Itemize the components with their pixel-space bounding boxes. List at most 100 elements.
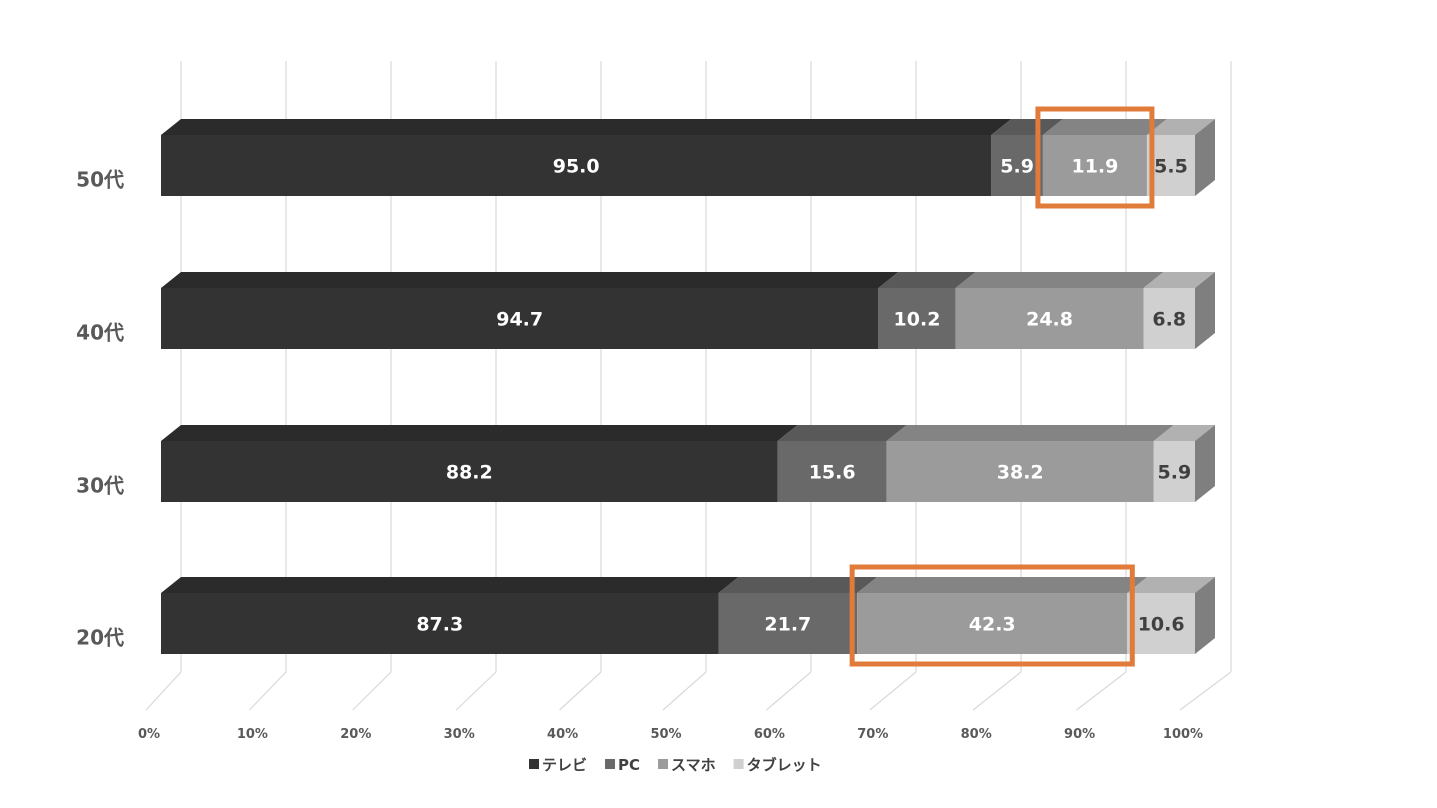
x-tick-label: 50% [650, 727, 681, 742]
gridline-floor [1179, 671, 1232, 711]
data-label: 5.9 [1000, 156, 1034, 178]
gridline-floor [455, 671, 497, 711]
bar-top-face [161, 577, 739, 593]
bar-front-face [777, 441, 887, 502]
category-label: 50代 [76, 168, 124, 192]
bar-top-face [161, 272, 899, 288]
bar-top-face [991, 119, 1063, 135]
x-tick-label: 90% [1064, 727, 1095, 742]
data-label: 10.6 [1138, 614, 1185, 636]
bar-front-face [161, 593, 719, 654]
bar-top-face [878, 272, 976, 288]
bar-segment: 42.3 [857, 577, 1148, 654]
bar-front-face [1143, 288, 1195, 349]
bar-top-face [1042, 119, 1167, 135]
bar-segment: 10.2 [878, 272, 976, 349]
x-tick-label: 30% [444, 727, 475, 742]
data-label: 24.8 [1026, 309, 1073, 331]
x-tick-label: 10% [237, 727, 268, 742]
bar-segment: 87.3 [161, 577, 739, 654]
bar-segment: 6.8 [1143, 272, 1215, 349]
bar-segment: 5.5 [1146, 119, 1215, 196]
bar-segment: 38.2 [886, 425, 1174, 502]
bar-front-face [878, 288, 956, 349]
category-label: 30代 [76, 474, 124, 498]
bar-segment: 88.2 [161, 425, 798, 502]
bar-front-face [1042, 135, 1147, 196]
bar-top-face [161, 425, 798, 441]
bar-front-face [161, 441, 778, 502]
bar-top-face [1143, 272, 1215, 288]
bar-top-face [955, 272, 1164, 288]
bar-top-face [161, 119, 1012, 135]
data-label: 5.5 [1154, 156, 1188, 178]
data-label: 5.9 [1158, 462, 1192, 484]
x-tick-label: 70% [857, 727, 888, 742]
data-label: 21.7 [764, 614, 811, 636]
legend-label: スマホ [671, 756, 716, 774]
highlight-box [849, 564, 1135, 667]
bar-front-face [161, 135, 992, 196]
highlights [849, 106, 1155, 667]
bar-top-face [886, 425, 1174, 441]
data-label: 88.2 [446, 462, 493, 484]
bars: 95.0 5.9 11.9 5.5 94.7 10.2 24.8 6.8 88.2 15.6 38.… [161, 119, 1215, 654]
x-tick-labels: 0% 10% 20% 30% 40% 50% 60% 70% 80% 90% 100% [138, 727, 1203, 742]
legend-label: PC [618, 756, 640, 774]
data-label: 10.2 [894, 309, 941, 331]
x-tick-label: 40% [547, 727, 578, 742]
category-label: 20代 [76, 626, 124, 650]
data-label: 95.0 [553, 156, 600, 178]
legend-label: テレビ [542, 756, 587, 774]
bar-top-face [1127, 577, 1215, 593]
legend-swatch [605, 759, 616, 769]
bar-segment: 11.9 [1042, 119, 1167, 196]
legend: テレビ PC スマホ タブレット [529, 756, 822, 774]
bar-side-face [1195, 425, 1215, 502]
bar-front-face [955, 288, 1144, 349]
bar-front-face [857, 593, 1128, 654]
gridline-floor [766, 671, 812, 711]
bar-side-face [1195, 577, 1215, 654]
gridline-floor [352, 671, 392, 711]
gridline-floor [972, 671, 1022, 711]
legend-swatch [658, 759, 669, 769]
data-label: 94.7 [496, 309, 543, 331]
gridline-floor [869, 671, 917, 711]
gridline-floor [248, 671, 287, 711]
category-labels: 50代 40代 30代 20代 [76, 168, 124, 650]
data-label: 11.9 [1071, 156, 1118, 178]
gridline-floor [662, 671, 707, 711]
gridline-floor [145, 671, 182, 711]
bar-segment: 24.8 [955, 272, 1164, 349]
data-label: 38.2 [997, 462, 1044, 484]
bar-segment: 95.0 [161, 119, 1012, 196]
data-label: 87.3 [416, 614, 463, 636]
bar-front-face [1153, 441, 1195, 502]
bar-segment: 10.6 [1127, 577, 1215, 654]
bar-top-face [1153, 425, 1215, 441]
bar-segment: 94.7 [161, 272, 899, 349]
bar-segment: 5.9 [991, 119, 1063, 196]
category-label: 40代 [76, 321, 124, 345]
bar-side-face [1195, 119, 1215, 196]
bar-top-face [1146, 119, 1215, 135]
data-label: 15.6 [809, 462, 856, 484]
x-tick-label: 80% [961, 727, 992, 742]
legend-swatch [529, 759, 539, 769]
bar-side-face [1195, 272, 1215, 349]
bar-front-face [991, 135, 1043, 196]
x-tick-label: 0% [138, 727, 160, 742]
gridline-floor [1076, 671, 1127, 711]
bar-top-face [857, 577, 1148, 593]
bar-segment: 21.7 [718, 577, 878, 654]
bar-front-face [718, 593, 858, 654]
legend-label: タブレット [747, 756, 822, 774]
gridline-floor [559, 671, 602, 711]
bar-front-face [161, 288, 879, 349]
bar-top-face [718, 577, 878, 593]
data-label: 42.3 [969, 614, 1016, 636]
data-label: 6.8 [1152, 309, 1186, 331]
x-tick-label: 20% [340, 727, 371, 742]
legend-swatch [733, 759, 744, 769]
